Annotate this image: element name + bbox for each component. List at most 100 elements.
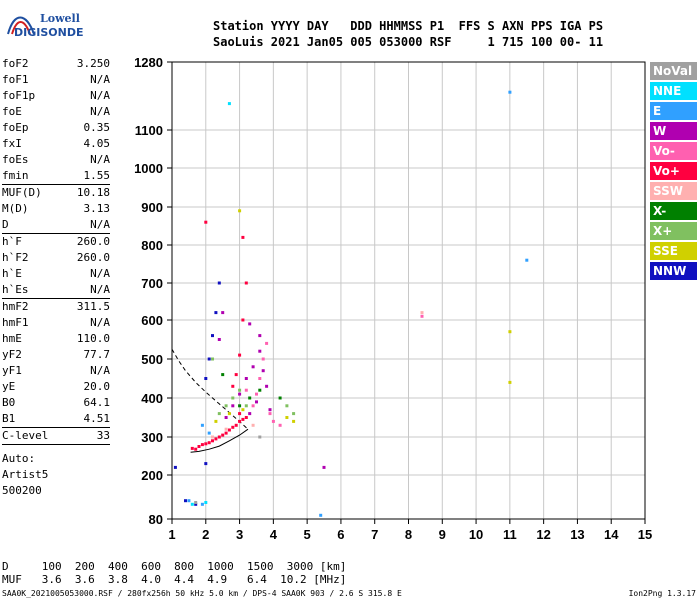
data-point [258, 388, 262, 392]
legend-item: NNE [650, 82, 697, 100]
data-point [244, 377, 248, 380]
data-point [241, 318, 245, 322]
x-tick-label: 6 [337, 527, 344, 542]
autoscaling-info: 500200 [2, 484, 42, 497]
param-value: 4.05 [83, 137, 111, 150]
param-value: N/A [90, 153, 110, 166]
param-label: h`F [2, 235, 22, 248]
param-label: C-level [2, 429, 49, 442]
y-tick-label: 200 [141, 468, 163, 483]
param-value: 3.13 [83, 202, 111, 215]
data-point [224, 404, 228, 408]
data-point [251, 365, 255, 369]
data-point [211, 439, 214, 443]
x-tick-label: 1 [168, 527, 175, 542]
data-point [268, 412, 272, 416]
data-point [238, 392, 242, 396]
data-point [194, 447, 198, 451]
autoscaling-info: Artist5 [2, 468, 49, 481]
data-point [319, 513, 323, 517]
legend-item: Vo+ [650, 162, 697, 180]
param-value: N/A [90, 89, 110, 102]
data-point [248, 412, 252, 416]
profile-extrapolation-curve [171, 349, 249, 430]
param-value: 10.18 [76, 186, 110, 199]
footer-file-info: SAA0K_2021005053000.RSF / 280fx256h 50 k… [2, 589, 402, 598]
data-point [258, 334, 262, 338]
data-point [194, 501, 198, 504]
autoscaling-info: Auto: [2, 452, 36, 465]
footer-muf-row: MUF 3.6 3.6 3.8 4.0 4.4 4.9 6.4 10.2 [MH… [2, 573, 347, 586]
data-point [217, 412, 221, 416]
data-point [238, 353, 242, 357]
param-row: fmin 1.55 [2, 168, 110, 184]
param-row: B1 4.51 [2, 411, 110, 427]
param-row: B0 64.1 [2, 395, 110, 411]
param-label: D [2, 218, 9, 231]
param-row: foEp 0.35 [2, 120, 110, 136]
data-point [285, 416, 289, 419]
param-label: yE [2, 380, 16, 393]
param-row: yE 20.0 [2, 379, 110, 395]
data-point [508, 380, 512, 384]
data-point [292, 419, 296, 423]
x-tick-label: 12 [536, 527, 550, 542]
data-point [221, 373, 225, 377]
param-label: h`Es [2, 283, 29, 296]
param-row: C-level 33 [2, 427, 110, 444]
param-value: N/A [90, 218, 110, 231]
param-label: MUF(D) [2, 186, 42, 199]
data-point [207, 441, 211, 445]
x-tick-label: 14 [604, 527, 619, 542]
logo-emblem-icon [7, 16, 35, 35]
param-value: N/A [90, 283, 110, 296]
legend-item: NoVal [650, 62, 697, 80]
param-label: foF1 [2, 73, 29, 86]
data-point [217, 435, 221, 439]
legend-item: NNW [650, 262, 697, 280]
legend-item: E [650, 102, 697, 120]
param-row: hmF1 N/A [2, 315, 110, 331]
y-tick-label: 80 [149, 512, 163, 527]
y-tick-label: 700 [141, 276, 163, 291]
ionogram-chart: 1 2 3 4 5 6 7 8 9 10 11 12 13 14 158020030040050060070… [134, 55, 652, 542]
param-row: yF1 N/A [2, 363, 110, 379]
legend-item: Vo- [650, 142, 697, 160]
footer-distance-row: D 100 200 400 600 800 1000 1500 3000 [km… [2, 560, 347, 573]
data-point [244, 388, 248, 392]
x-tick-label: 2 [202, 527, 209, 542]
data-point [241, 235, 245, 239]
data-point [217, 281, 221, 285]
data-point [238, 419, 242, 423]
data-point [221, 311, 225, 315]
data-point [241, 408, 245, 412]
param-label: yF1 [2, 364, 22, 377]
data-point [244, 416, 248, 419]
param-value: N/A [90, 73, 110, 86]
data-point [224, 416, 228, 419]
data-point [241, 417, 245, 421]
legend-item: X- [650, 202, 697, 220]
param-label: fmin [2, 169, 29, 182]
y-tick-label: 1280 [134, 55, 163, 70]
data-point [244, 404, 248, 408]
param-value: 64.1 [83, 396, 111, 409]
x-tick-label: 9 [439, 527, 446, 542]
y-tick-label: 500 [141, 352, 163, 367]
x-tick-label: 3 [236, 527, 243, 542]
param-value: 20.0 [83, 380, 111, 393]
data-point [224, 431, 228, 435]
param-value: 3.250 [76, 57, 110, 70]
param-value: 311.5 [76, 300, 110, 313]
data-point [227, 428, 231, 432]
data-point [508, 90, 512, 94]
y-tick-label: 300 [141, 430, 163, 445]
data-point [292, 412, 296, 416]
data-point [204, 220, 208, 224]
param-label: h`E [2, 267, 22, 280]
param-label: hmF1 [2, 316, 29, 329]
data-point [248, 396, 252, 400]
legend-item: SSE [650, 242, 697, 260]
param-row: h`F2 260.0 [2, 250, 110, 266]
data-point [204, 501, 208, 504]
